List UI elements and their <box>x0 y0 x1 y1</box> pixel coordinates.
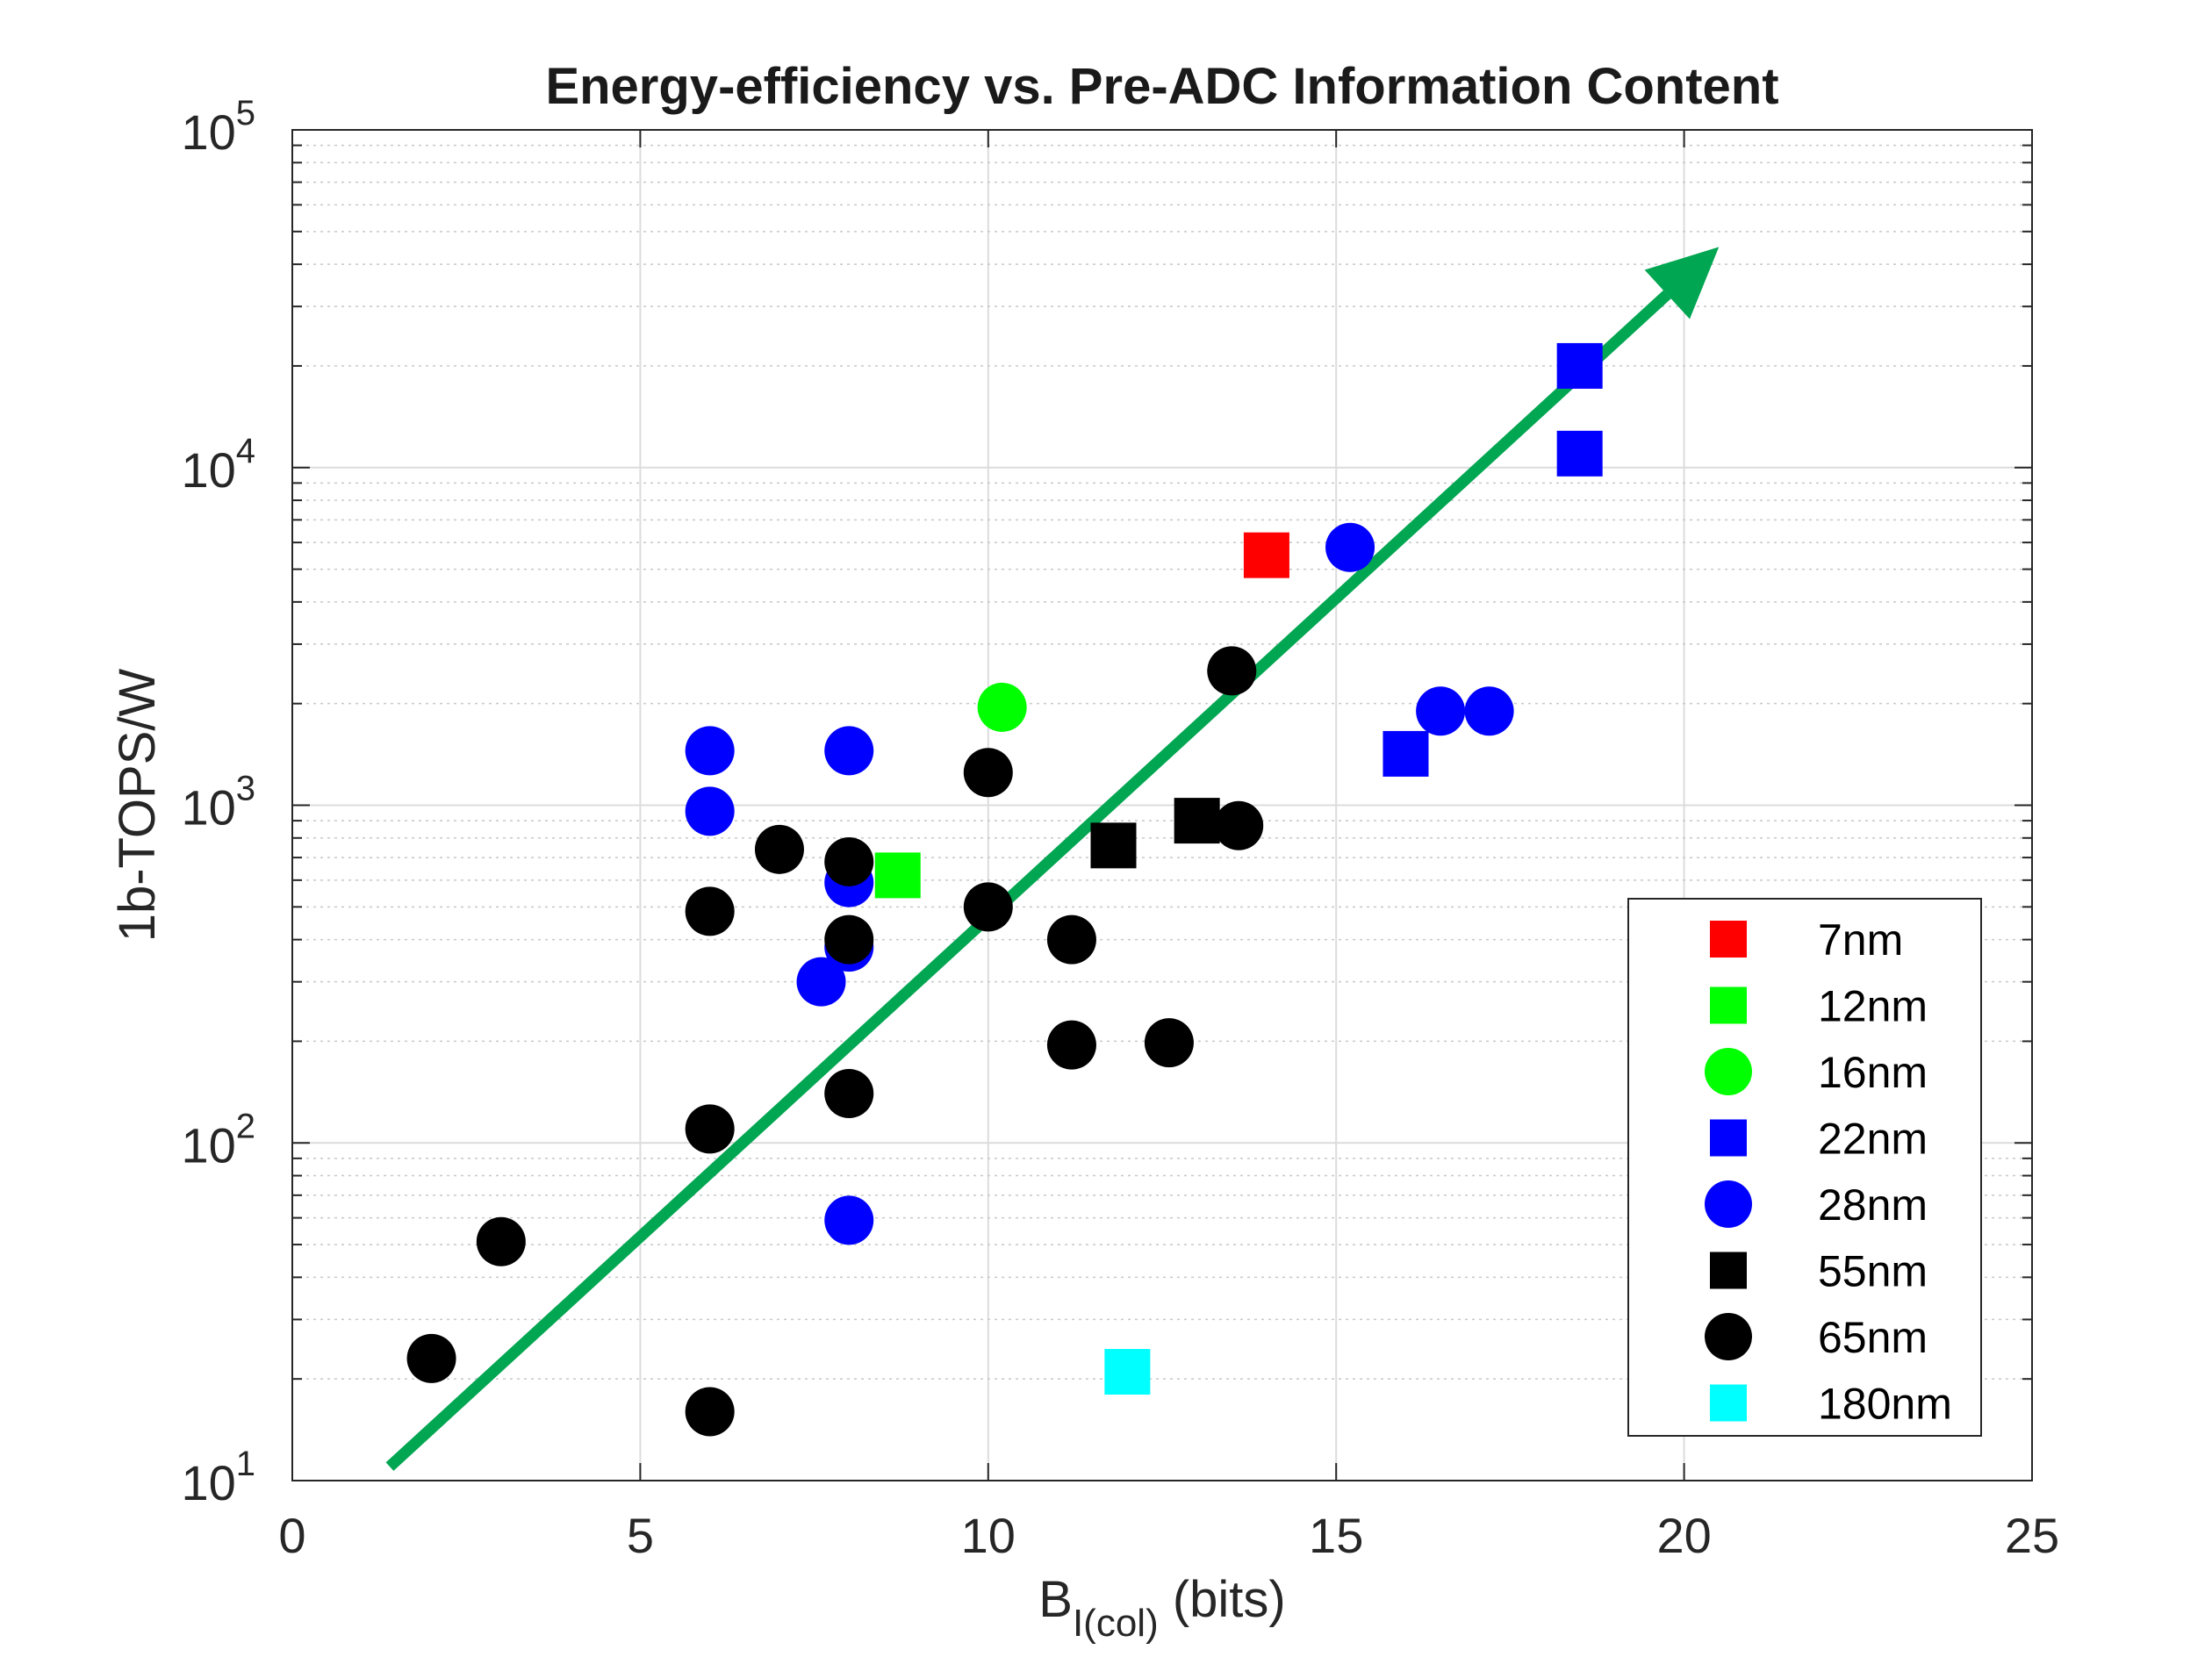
y-tick-exponent: 5 <box>236 94 255 133</box>
legend-marker-55nm <box>1710 1252 1747 1289</box>
y-tick-exponent: 1 <box>236 1445 255 1483</box>
legend-label-7nm: 7nm <box>1818 915 1903 965</box>
data-point-65nm <box>754 824 804 874</box>
y-tick-exponent: 4 <box>236 432 255 470</box>
y-tick-label: 102 <box>181 1107 255 1173</box>
y-tick-label: 104 <box>181 432 255 498</box>
trend-arrow-head <box>1644 247 1720 319</box>
data-point-65nm <box>1046 915 1096 965</box>
legend-label-55nm: 55nm <box>1818 1247 1928 1296</box>
legend-label-28nm: 28nm <box>1818 1180 1928 1230</box>
grid <box>292 130 2032 1481</box>
data-point-65nm <box>824 1069 874 1119</box>
data-point-28nm <box>685 786 735 836</box>
y-tick-base: 10 <box>181 780 235 836</box>
y-tick-base: 10 <box>181 104 235 160</box>
legend-marker-65nm <box>1705 1313 1752 1360</box>
data-point-65nm <box>1214 800 1264 850</box>
data-point-65nm <box>963 748 1013 798</box>
x-tick-label: 10 <box>961 1508 1016 1563</box>
data-point-22nm <box>1556 430 1603 477</box>
chart-title: Energy-efficiency vs. Pre-ADC Informatio… <box>545 58 1778 115</box>
legend-marker-28nm <box>1705 1180 1752 1228</box>
data-point-65nm <box>685 1104 735 1154</box>
data-point-22nm <box>1382 730 1429 777</box>
y-axis-label: 1b-TOPS/W <box>109 668 166 942</box>
y-tick-label: 105 <box>181 94 255 160</box>
y-tick-base: 10 <box>181 1117 235 1173</box>
data-point-55nm <box>1090 822 1137 869</box>
trend-arrow-shaft <box>385 290 1671 1471</box>
data-point-28nm <box>796 957 846 1007</box>
legend-label-180nm: 180nm <box>1818 1380 1952 1429</box>
y-tick-label: 101 <box>181 1445 255 1510</box>
data-point-28nm <box>685 726 735 776</box>
trend-arrow-layer <box>385 247 1720 1471</box>
legend-label-22nm: 22nm <box>1818 1115 1928 1164</box>
data-point-65nm <box>1046 1020 1096 1070</box>
x-axis-label-main: B <box>1038 1571 1073 1628</box>
legend-box <box>1627 898 1982 1437</box>
legend: 7nm 12nm 16nm 22nm 28nm 55nm 65nm 180nm <box>1627 898 1982 1437</box>
data-point-55nm <box>1174 798 1220 844</box>
x-tick-label: 5 <box>627 1508 654 1563</box>
legend-marker-7nm <box>1710 921 1747 958</box>
y-tick-base: 10 <box>181 442 235 498</box>
data-point-16nm <box>977 682 1027 732</box>
data-point-65nm <box>1144 1018 1194 1068</box>
x-tick-label: 20 <box>1656 1508 1711 1563</box>
data-point-65nm <box>824 915 874 965</box>
data-point-65nm <box>406 1333 456 1383</box>
x-axis-label-subscript: I(col) <box>1073 1602 1159 1645</box>
y-tick-exponent: 3 <box>236 770 255 808</box>
data-point-65nm <box>1207 646 1257 696</box>
legend-label-16nm: 16nm <box>1818 1048 1928 1097</box>
data-point-12nm <box>874 852 921 899</box>
x-axis-label-units: (bits) <box>1159 1571 1286 1628</box>
data-point-65nm <box>685 886 735 936</box>
legend-marker-12nm <box>1710 986 1747 1024</box>
data-point-65nm <box>824 836 874 886</box>
data-points <box>406 342 1603 1437</box>
y-tick-exponent: 2 <box>236 1107 255 1145</box>
x-axis-label: BI(col) (bits) <box>1038 1571 1285 1645</box>
data-point-22nm <box>1556 342 1603 389</box>
data-point-28nm <box>1464 686 1514 736</box>
legend-marker-22nm <box>1710 1119 1747 1157</box>
data-point-65nm <box>685 1387 735 1437</box>
data-point-65nm <box>476 1216 526 1266</box>
legend-marker-16nm <box>1705 1048 1752 1095</box>
data-point-28nm <box>824 726 874 776</box>
x-tick-label: 15 <box>1309 1508 1363 1563</box>
x-tick-label: 25 <box>2005 1508 2059 1563</box>
legend-label-65nm: 65nm <box>1818 1313 1928 1362</box>
data-point-7nm <box>1243 532 1289 578</box>
data-point-180nm <box>1104 1349 1151 1395</box>
data-point-28nm <box>824 1195 874 1245</box>
x-tick-label: 0 <box>278 1508 305 1563</box>
data-point-28nm <box>1416 686 1466 736</box>
legend-label-12nm: 12nm <box>1818 982 1928 1031</box>
y-tick-label: 103 <box>181 770 255 836</box>
data-point-65nm <box>963 882 1013 932</box>
data-point-28nm <box>1325 522 1375 572</box>
y-tick-base: 10 <box>181 1455 235 1510</box>
legend-marker-180nm <box>1710 1384 1747 1422</box>
